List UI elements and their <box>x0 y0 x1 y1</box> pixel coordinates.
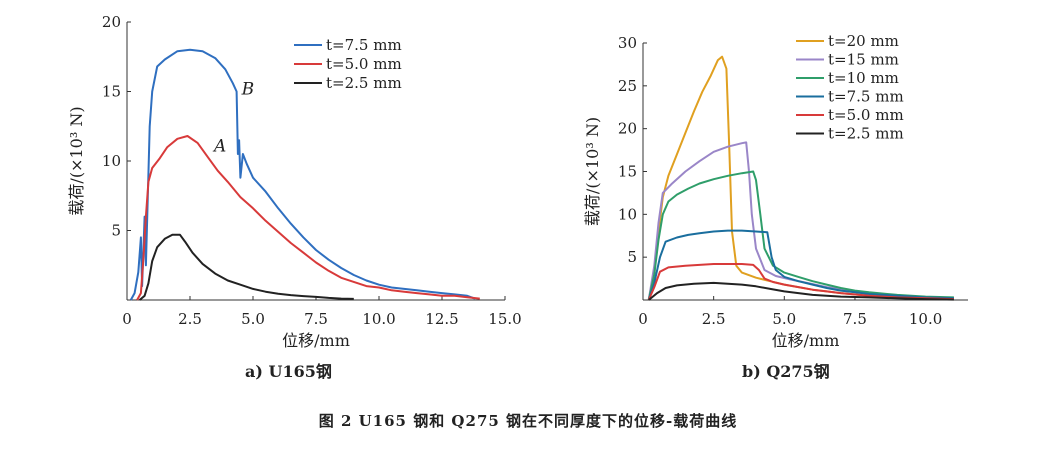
chart-b-x-tick-label: 10.0 <box>909 310 942 328</box>
chart-a-x-tick-label: 12.5 <box>425 310 458 328</box>
chart-b-legend-entry: t=5.0 mm <box>828 106 904 124</box>
chart-b-legend-entry: t=2.5 mm <box>828 125 904 143</box>
chart-a-series-line <box>129 48 476 301</box>
chart-a-x-tick-label: 2.5 <box>178 310 202 328</box>
chart-a-y-tick-label: 20 <box>102 13 121 31</box>
chart-b-y-tick-label: 20 <box>618 120 637 138</box>
chart-a-legend-entry: t=7.5 mm <box>326 36 402 54</box>
chart-a-x-tick-label: 15.0 <box>488 310 521 328</box>
chart-a-x-axis-label: 位移/mm <box>282 331 350 350</box>
chart-a-legend-entry: t=5.0 mm <box>326 55 402 73</box>
chart-b: 0 2.5 5.0 7.5 10.0 5 10 15 20 25 30 位移/mm 载荷/(×10³ N… <box>583 32 968 350</box>
chart-b-series-line <box>647 263 954 301</box>
chart-a-series-line <box>136 135 480 301</box>
chart-b-legend-entry: t=10 mm <box>828 69 899 87</box>
chart-a-x-tick-label: 5.0 <box>241 310 265 328</box>
chart-a-legend-entry: t=2.5 mm <box>326 74 402 92</box>
chart-a-series-line <box>138 233 354 301</box>
chart-b-y-tick-label: 5 <box>627 248 637 266</box>
chart-b-legend-entry: t=15 mm <box>828 51 899 69</box>
figure-caption: 图 2 U165 钢和 Q275 钢在不同厚度下的位移-载荷曲线 <box>318 412 738 430</box>
chart-b-x-tick-label: 7.5 <box>843 310 867 328</box>
chart-a-x-tick-label: 7.5 <box>304 310 328 328</box>
chart-a-annotation: A <box>212 136 226 156</box>
chart-b-x-tick-label: 0 <box>638 310 648 328</box>
chart-a-y-tick-label: 10 <box>102 152 121 170</box>
chart-b-y-axis-label: 载荷/(×10³ N) <box>583 117 602 226</box>
chart-b-series-line <box>647 141 954 301</box>
chart-b-x-tick-label: 5.0 <box>772 310 796 328</box>
chart-b-series-line <box>648 281 954 301</box>
chart-a-y-axis-label: 载荷/(×10³ N) <box>67 106 86 215</box>
chart-a-x-tick-label: 0 <box>122 310 132 328</box>
chart-b-legend-entry: t=7.5 mm <box>828 88 904 106</box>
chart-b-y-tick-label: 30 <box>618 34 637 52</box>
chart-b-series-line <box>647 170 954 301</box>
chart-b-legend-entry: t=20 mm <box>828 32 899 50</box>
chart-a: 0 2.5 5.0 7.5 10.0 12.5 15.0 5 10 15 20 位移/mm 载荷/(×1… <box>67 13 522 350</box>
chart-a-annotation: B <box>241 79 255 99</box>
chart-a-y-tick-label: 5 <box>111 222 121 240</box>
chart-b-y-tick-label: 10 <box>618 205 637 223</box>
chart-b-y-tick-label: 15 <box>618 163 637 181</box>
subfigure-a-caption: a) U165钢 <box>245 362 332 381</box>
subfigure-b-caption: b) Q275钢 <box>742 362 830 381</box>
chart-b-x-tick-label: 2.5 <box>702 310 726 328</box>
chart-a-x-tick-label: 10.0 <box>362 310 395 328</box>
chart-a-y-tick-label: 15 <box>102 83 121 101</box>
chart-b-x-axis-label: 位移/mm <box>772 331 840 350</box>
chart-b-series-line <box>647 229 954 301</box>
chart-b-y-tick-label: 25 <box>618 77 637 95</box>
chart-b-series-line <box>647 55 954 301</box>
